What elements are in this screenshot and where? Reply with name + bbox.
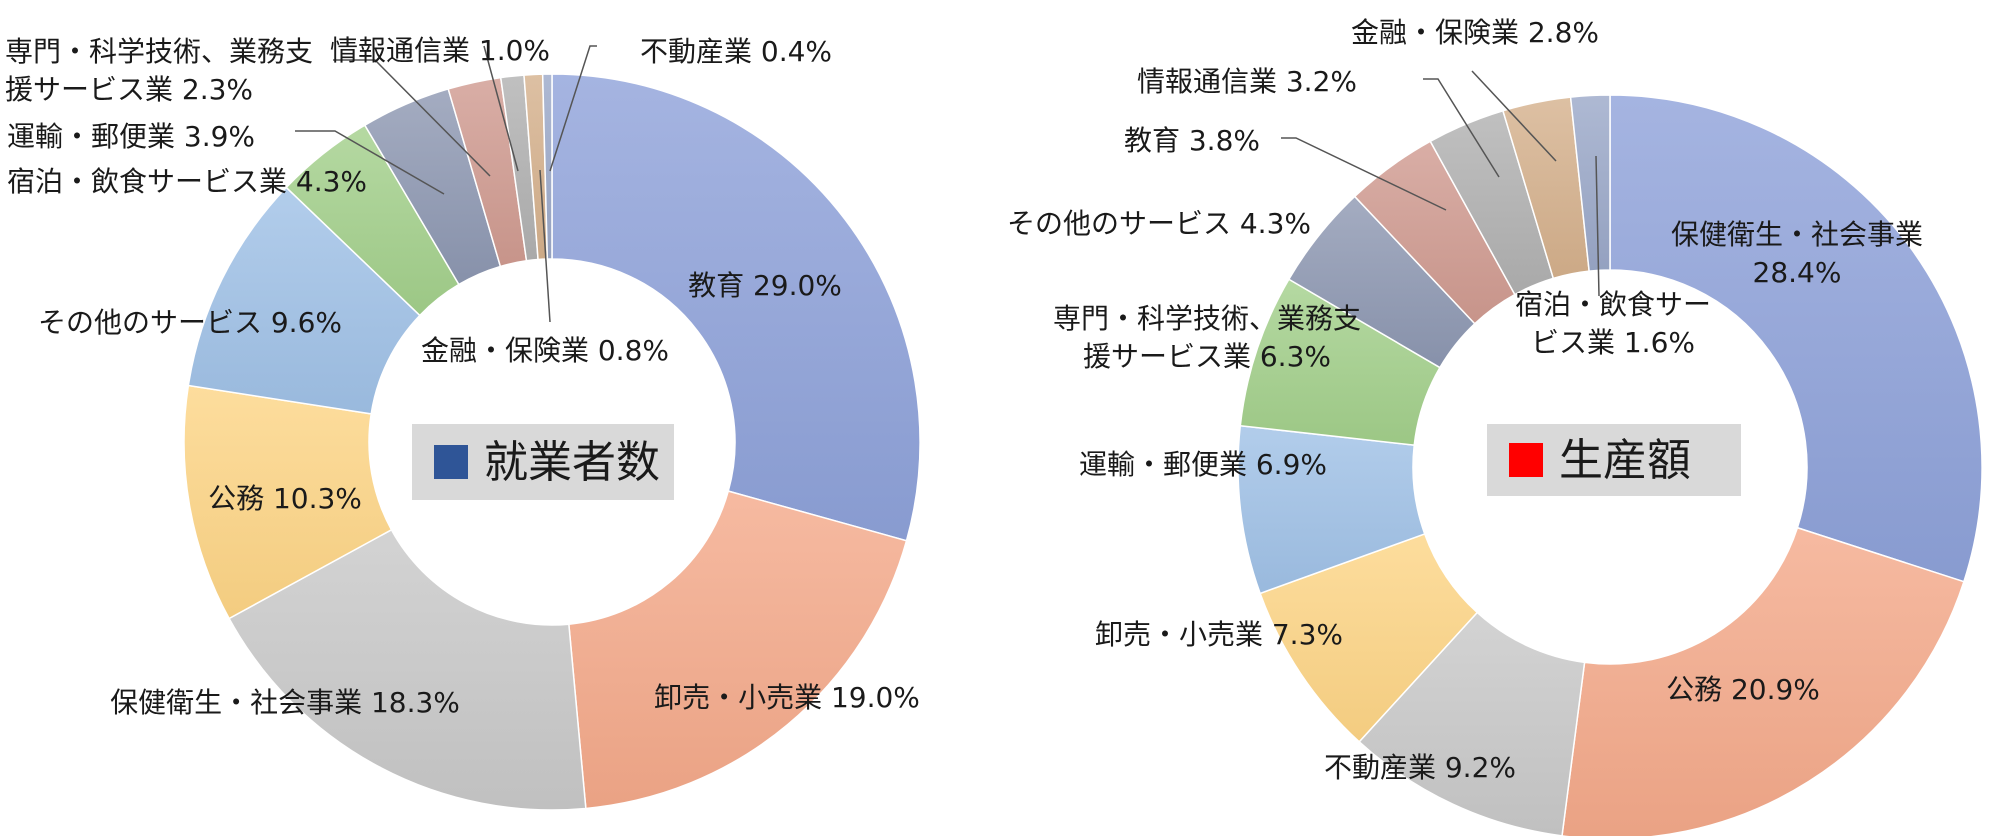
slice-label-金融・保険業: 金融・保険業 2.8% — [1351, 16, 1599, 49]
slice-宿泊・飲食サービス業 — [1569, 94, 1611, 272]
slice-label-宿泊・飲食サービス業: 宿泊・飲食サービス業 1.6% — [1515, 288, 1711, 359]
slice-その他のサービス — [187, 186, 421, 415]
slice-公務 — [183, 384, 393, 620]
slice-label-教育: 教育 29.0% — [688, 269, 842, 302]
slice-label-情報通信業: 情報通信業 3.2% — [1137, 65, 1357, 98]
slice-label-不動産業: 不動産業 9.2% — [1324, 751, 1516, 784]
slice-label-卸売・小売業: 卸売・小売業 19.0% — [654, 681, 920, 714]
title-marker — [434, 445, 468, 479]
slice-公務 — [1561, 526, 1965, 836]
slice-label-情報通信業: 情報通信業 1.0% — [330, 34, 550, 67]
slice-label-不動産業: 不動産業 0.4% — [640, 35, 832, 68]
slice-label-専門・科学技術、業務支援サービス業: 専門・科学技術、業務支援サービス業 2.3% — [5, 35, 313, 106]
leader-line-教育 — [1281, 137, 1447, 211]
slice-label-宿泊・飲食サービス業: 宿泊・飲食サービス業 4.3% — [7, 165, 367, 198]
chart-title: 就業者数 — [484, 437, 660, 488]
slice-保健衛生・社会事業 — [1609, 94, 1983, 583]
slice-label-運輸・郵便業: 運輸・郵便業 3.9% — [7, 120, 255, 153]
title-marker — [1509, 443, 1543, 477]
slice-教育 — [551, 73, 921, 542]
slice-label-公務: 公務 10.3% — [208, 482, 362, 515]
slice-卸売・小売業 — [568, 490, 908, 810]
leader-line-金融・保険業 — [539, 169, 551, 323]
slice-label-教育: 教育 3.8% — [1124, 124, 1260, 157]
slice-label-金融・保険業: 金融・保険業 0.8% — [421, 334, 669, 367]
production-donut-chart: 保健衛生・社会事業 28.4% 公務 20.9% 不動産業 9.2% 卸売・小売業 7.… — [1007, 16, 1983, 836]
slice-保健衛生・社会事業 — [228, 528, 587, 811]
slice-label-保健衛生・社会事業: 保健衛生・社会事業 28.4% — [1671, 218, 1923, 289]
slice-不動産業 — [541, 73, 553, 260]
slice-label-卸売・小売業: 卸売・小売業 7.3% — [1095, 618, 1343, 651]
leader-line-金融・保険業 — [1471, 70, 1557, 162]
slice-label-その他のサービス: その他のサービス 4.3% — [1007, 207, 1311, 240]
leader-line-宿泊・飲食サービス業 — [1595, 155, 1600, 297]
employment-donut-chart: 教育 29.0% 卸売・小売業 19.0% 保健衛生・社会事業 18.3% 公務 10… — [5, 34, 921, 811]
leader-line-専門・科学技術、業務支援サービス業 — [333, 59, 491, 177]
slice-label-公務: 公務 20.9% — [1666, 673, 1820, 706]
slice-label-保健衛生・社会事業: 保健衛生・社会事業 18.3% — [110, 686, 460, 719]
leader-line-不動産業 — [549, 45, 597, 172]
slice-label-その他のサービス: その他のサービス 9.6% — [38, 306, 342, 339]
slice-label-運輸・郵便業: 運輸・郵便業 6.9% — [1079, 448, 1327, 481]
leader-line-情報通信業 — [1423, 78, 1500, 178]
slice-label-専門・科学技術、業務支援サービス業: 専門・科学技術、業務支援サービス業 6.3% — [1053, 302, 1361, 373]
leader-line-情報通信業 — [483, 45, 519, 172]
leader-line-運輸・郵便業 — [295, 130, 445, 195]
chart-title: 生産額 — [1559, 435, 1691, 486]
